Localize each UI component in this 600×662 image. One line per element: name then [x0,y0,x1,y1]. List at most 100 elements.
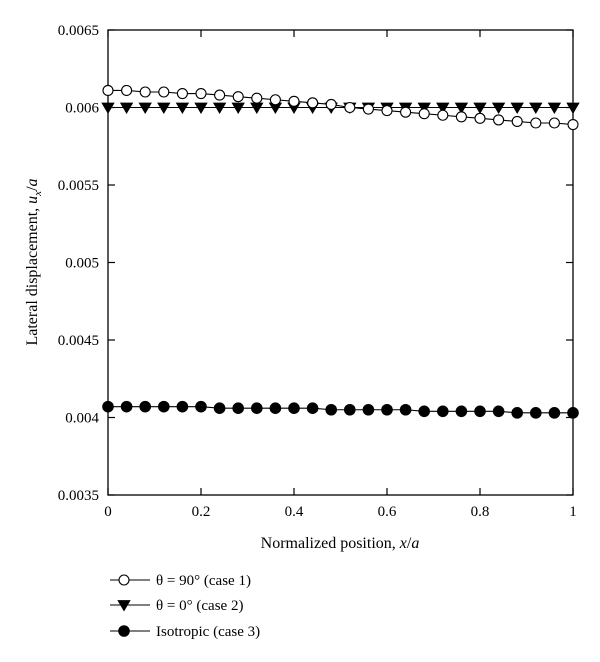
x-tick-label: 0.6 [378,504,397,520]
open-circle-point [158,86,170,98]
filled-circle-point [288,402,300,415]
triangle-point [510,102,524,114]
x-tick-label: 0.8 [471,504,490,520]
triangle-point [117,600,131,612]
filled-circle-point [120,400,133,413]
open-circle-point [381,105,393,117]
triangle-point [119,102,134,114]
triangle-point [417,102,431,114]
filled-circle-point [344,403,356,416]
x-tick-label: 1 [569,504,577,520]
legend-entry: Isotropic (case 3) [110,624,260,640]
open-circle-point [362,103,374,115]
open-circle-point [418,108,430,120]
filled-circle-point [437,405,449,418]
legend-entry: θ = 90° (case 1) [110,573,251,589]
legend-entry: θ = 0° (case 2) [110,598,243,614]
open-circle-point [288,95,300,107]
y-tick-label: 0.005 [65,256,99,272]
filled-circle-point [399,403,412,416]
open-circle-point [455,111,467,123]
open-circle-point [437,109,449,121]
open-circle-point [195,88,207,100]
open-circle-point [400,106,412,118]
legend-label: θ = 0° (case 2) [156,598,243,614]
open-circle-point [121,84,133,96]
open-circle-point [176,88,188,100]
y-tick-label: 0.0055 [58,178,99,194]
x-tick-label: 0.2 [192,504,211,520]
filled-circle-point [511,407,524,419]
triangle-point [231,102,245,114]
filled-circle-point [158,400,170,413]
x-tick-label: 0.4 [285,504,304,520]
filled-circle-point [250,402,263,415]
filled-circle-point [492,405,505,418]
triangle-point [138,102,152,114]
triangle-point [250,102,264,114]
triangle-point [101,102,115,114]
y-tick-label: 0.006 [65,101,99,117]
series-filled-circle [102,400,579,419]
open-circle-point [251,92,263,104]
filled-circle-point [474,405,486,418]
series-layer [101,84,580,419]
y-axis-title: Lateral displacement, ux/a [24,178,44,345]
y-tick-label: 0.0065 [58,23,99,39]
filled-circle-point [567,407,579,419]
y-tick-label: 0.0035 [58,488,99,504]
triangle-point [547,102,562,114]
filled-circle-point [530,407,542,419]
filled-circle-point [118,625,130,637]
filled-circle-point [102,400,114,413]
open-circle-point [344,101,356,114]
y-tick-label: 0.0045 [58,333,99,349]
triangle-point [157,102,171,114]
open-circle-point [474,112,486,124]
legend-label: θ = 90° (case 1) [156,573,251,589]
series-down-triangle [101,102,580,114]
open-circle-point [102,84,114,96]
open-circle-point [214,89,226,101]
open-circle-point [567,119,579,131]
triangle-point [454,102,469,114]
filled-circle-point [548,407,561,419]
filled-circle-point [195,400,207,413]
triangle-point [473,102,487,114]
filled-circle-point [269,402,282,415]
filled-circle-point [362,403,375,416]
filled-circle-point [306,402,319,415]
filled-circle-point [455,405,468,418]
open-circle-point [232,91,244,103]
legend-label: Isotropic (case 3) [156,624,260,640]
triangle-point [436,102,450,114]
series-open-circle [102,84,579,131]
axis-ticks [107,29,574,496]
open-circle-point [269,94,281,106]
x-axis-title: Normalized position, x/a [261,535,420,552]
y-tick-label: 0.004 [65,411,99,427]
open-circle-point [325,98,337,110]
filled-circle-point [213,402,226,415]
triangle-point [212,102,227,114]
filled-circle-point [381,403,393,416]
open-circle-point [548,117,560,129]
filled-circle-point [176,400,189,413]
triangle-point [175,102,190,114]
open-circle-point [530,117,542,129]
plot-frame [107,29,574,496]
triangle-point [529,102,543,114]
open-circle-point [511,115,523,127]
open-circle-point [493,114,505,126]
triangle-point [566,102,580,114]
tick-labels: 0 0.2 0.4 0.6 0.8 1 0.0035 0.004 0.0045 0.005 0.00… [58,23,577,520]
filled-circle-point [139,400,151,413]
filled-circle-point [232,402,244,415]
open-circle-point [118,574,130,586]
open-circle-point [307,97,319,109]
x-tick-label: 0 [104,504,112,520]
triangle-point [491,102,506,114]
legend: θ = 90° (case 1) θ = 0° (case 2) Isotropic… [110,573,260,640]
open-circle-point [139,86,151,98]
